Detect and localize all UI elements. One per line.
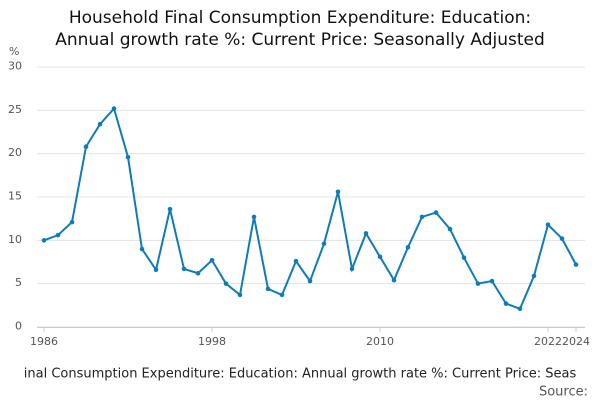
y-tick-label: 15: [8, 190, 22, 203]
point: [139, 246, 145, 252]
point: [391, 277, 397, 283]
point: [447, 226, 453, 232]
point: [83, 144, 89, 150]
y-tick-label: 20: [8, 146, 22, 159]
point: [167, 206, 173, 212]
chart-title: Annual growth rate %: Current Price: Sea…: [55, 30, 545, 50]
x-tick-label: 1998: [198, 335, 226, 348]
point: [41, 238, 47, 243]
point: [517, 306, 523, 312]
source: Source:: [539, 385, 588, 400]
point: [181, 266, 187, 272]
point: [363, 231, 369, 236]
point: [125, 154, 131, 160]
x-tick-label: 2010: [366, 335, 394, 348]
y-unit: %: [9, 45, 19, 58]
x-tick-label: 2022: [534, 335, 562, 348]
point: [265, 286, 271, 292]
point: [223, 281, 229, 286]
point: [153, 267, 159, 273]
point: [545, 222, 551, 228]
point: [209, 257, 215, 263]
point: [475, 281, 481, 286]
chart-title: Household Final Consumption Expenditure:…: [69, 8, 531, 28]
point: [335, 189, 341, 195]
point: [321, 241, 327, 247]
point: [293, 258, 299, 264]
point: [251, 214, 257, 220]
point: [419, 214, 425, 220]
x-tick-label: 2024: [562, 335, 590, 348]
y-tick-label: 0: [15, 320, 22, 333]
point: [405, 244, 411, 250]
y-tick-label: 30: [8, 60, 22, 73]
point: [559, 236, 565, 241]
point: [433, 210, 439, 215]
point: [111, 106, 117, 111]
x-axis-label: inal Consumption Expenditure: Education:…: [24, 367, 577, 382]
point: [503, 301, 509, 306]
point: [279, 292, 285, 298]
point: [461, 255, 467, 260]
point: [573, 262, 579, 267]
point: [349, 266, 355, 272]
point: [55, 232, 61, 238]
y-tick-label: 5: [15, 276, 22, 289]
point: [97, 121, 103, 127]
y-tick-label: 25: [8, 103, 22, 116]
x-tick-label: 1986: [30, 335, 58, 348]
point: [237, 292, 243, 298]
point: [377, 254, 383, 260]
point: [195, 270, 201, 276]
y-tick-label: 10: [8, 233, 22, 246]
point: [489, 278, 495, 284]
point: [69, 219, 75, 225]
point: [531, 273, 537, 279]
point: [307, 278, 313, 284]
